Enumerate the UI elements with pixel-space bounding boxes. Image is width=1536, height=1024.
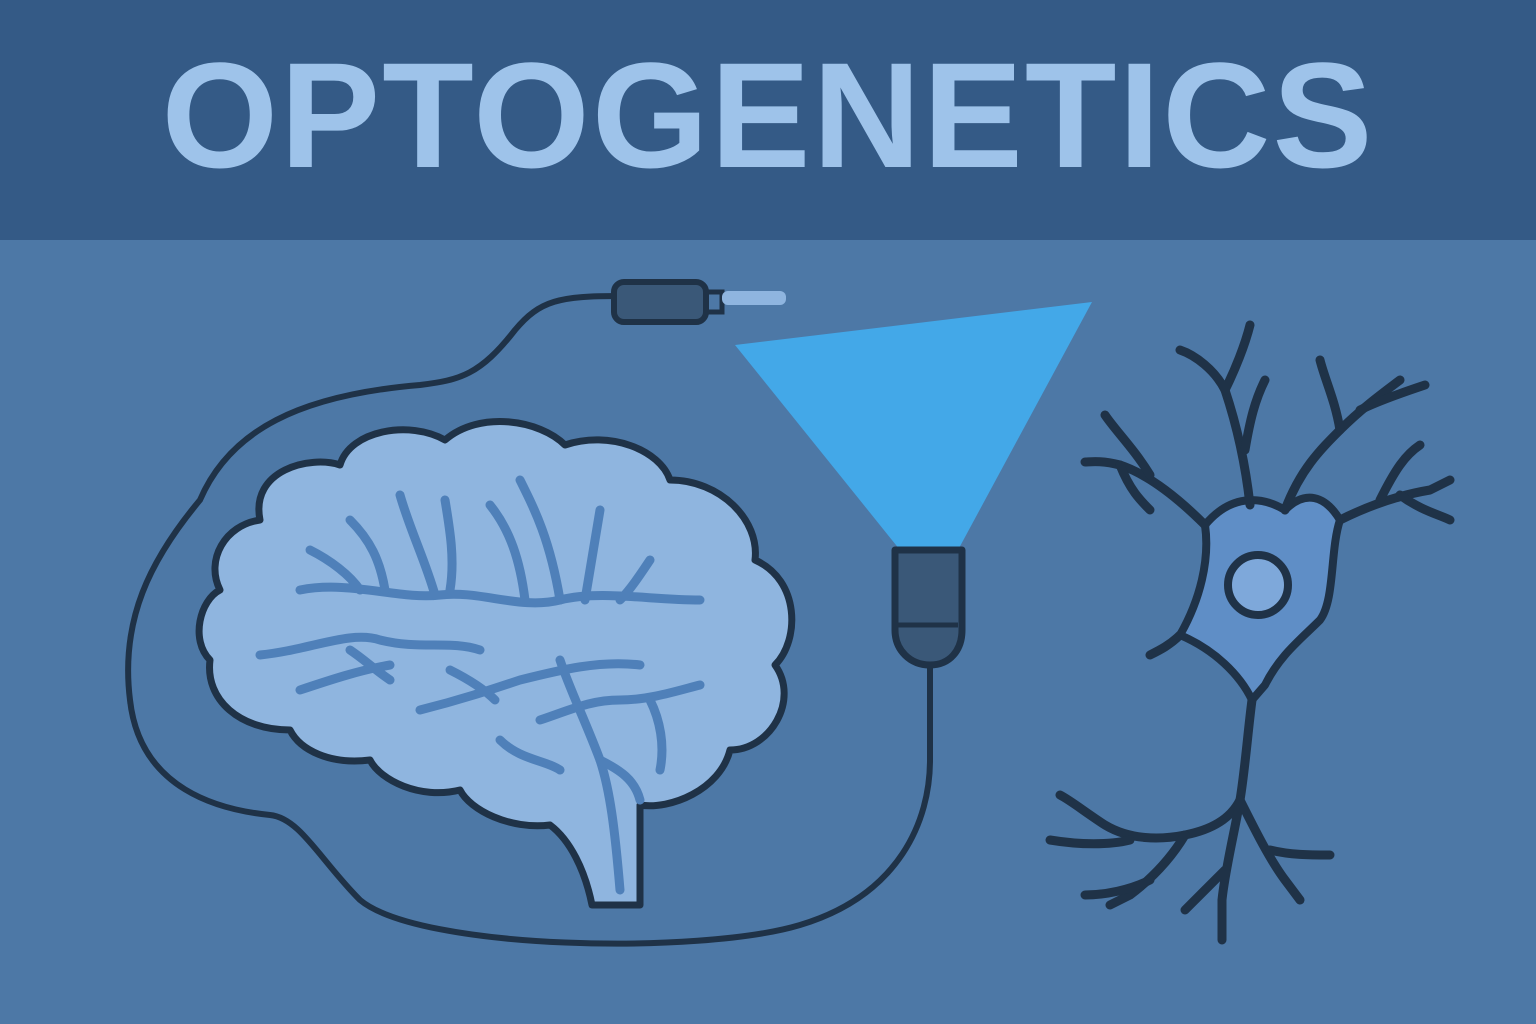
light-emitter-icon: [891, 546, 966, 669]
neuron-axon: [1045, 695, 1335, 945]
optical-fiber-cable-icon: [125, 293, 933, 947]
page-title: OPTOGENETICS: [161, 31, 1375, 199]
brain-icon: [195, 418, 796, 909]
fiber-connector: [611, 279, 786, 325]
light-beam-icon: [735, 302, 1092, 550]
brain-folds: [255, 475, 705, 895]
title-banner: OPTOGENETICS: [0, 0, 1536, 240]
neuron-dendrites: [1080, 320, 1455, 660]
neuron-icon: [1045, 320, 1455, 945]
